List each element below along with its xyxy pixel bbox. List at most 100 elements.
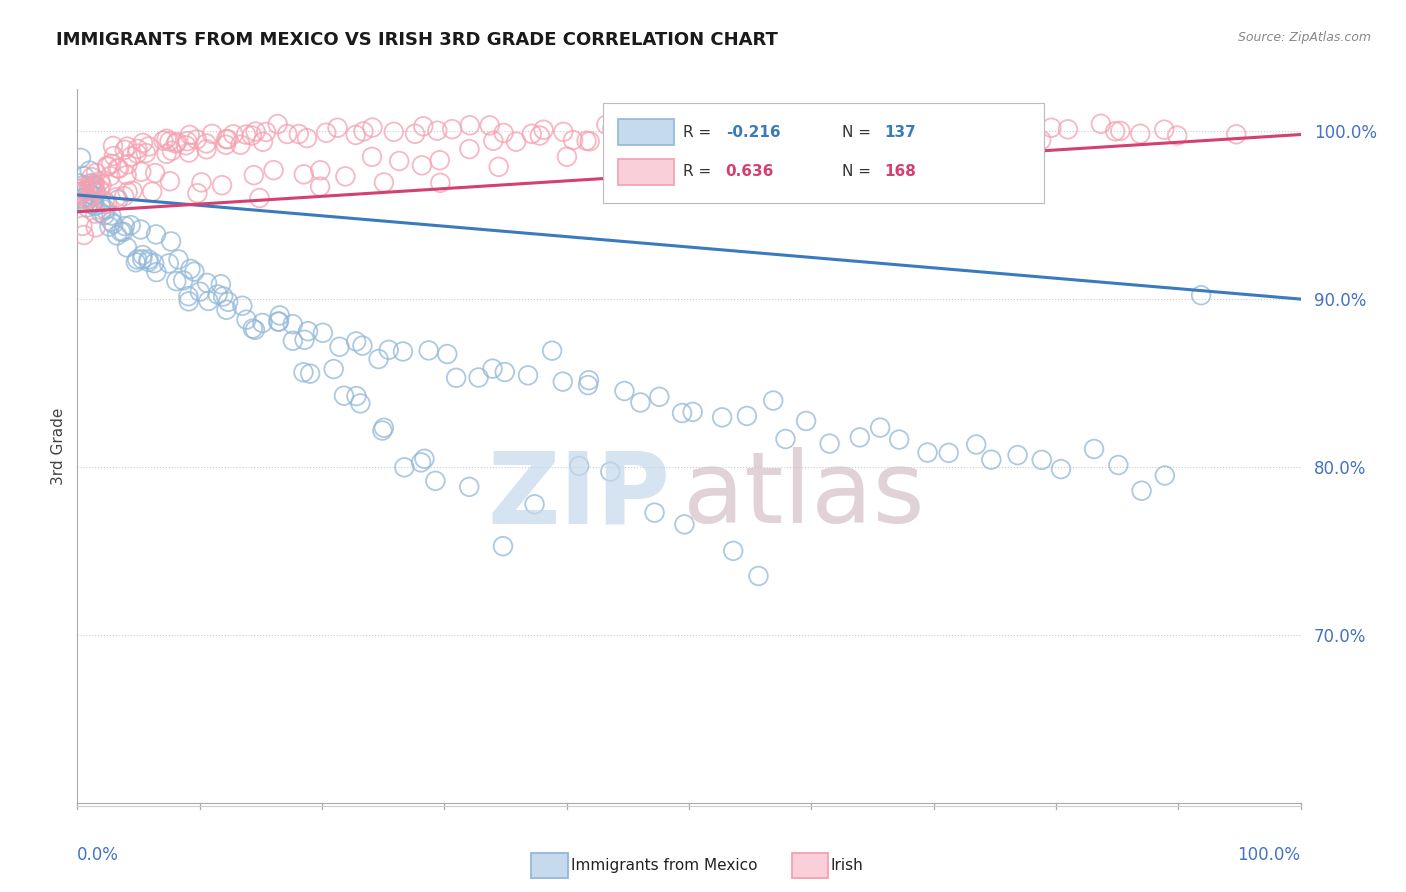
Point bbox=[281, 334, 304, 348]
Point bbox=[740, 134, 762, 148]
Point bbox=[609, 124, 631, 138]
Point bbox=[352, 338, 374, 352]
Point bbox=[436, 347, 458, 361]
Point bbox=[917, 445, 939, 459]
Point bbox=[963, 121, 986, 136]
Point bbox=[112, 189, 135, 203]
Point bbox=[392, 344, 415, 359]
Point bbox=[135, 146, 157, 161]
Text: ZIP: ZIP bbox=[488, 448, 671, 544]
Point bbox=[849, 430, 872, 444]
Point bbox=[613, 384, 636, 398]
Point bbox=[478, 119, 501, 133]
Point bbox=[252, 316, 274, 330]
Point bbox=[818, 122, 841, 136]
Point bbox=[252, 135, 274, 149]
Point bbox=[1189, 288, 1212, 302]
Point bbox=[115, 240, 138, 254]
Point bbox=[117, 157, 139, 171]
Text: -0.216: -0.216 bbox=[725, 125, 780, 139]
Point bbox=[938, 446, 960, 460]
Point bbox=[132, 136, 155, 150]
Point bbox=[652, 130, 675, 145]
Point bbox=[90, 178, 112, 193]
Point bbox=[235, 312, 257, 326]
Point bbox=[863, 142, 886, 156]
Point bbox=[127, 252, 149, 267]
FancyBboxPatch shape bbox=[619, 159, 675, 185]
Point bbox=[335, 169, 357, 184]
Point bbox=[77, 184, 100, 198]
Point bbox=[404, 127, 426, 141]
Point bbox=[295, 131, 318, 145]
Point bbox=[215, 137, 238, 152]
Point bbox=[328, 340, 350, 354]
Point bbox=[762, 393, 785, 408]
Point bbox=[76, 201, 98, 215]
Point bbox=[152, 134, 174, 148]
Point bbox=[174, 138, 197, 153]
Point bbox=[797, 144, 820, 158]
Text: N =: N = bbox=[842, 164, 876, 179]
Point bbox=[94, 202, 117, 217]
Point bbox=[555, 150, 578, 164]
Point bbox=[458, 480, 481, 494]
Text: 100.0%: 100.0% bbox=[1237, 846, 1301, 863]
Point bbox=[794, 414, 817, 428]
Point bbox=[75, 190, 97, 204]
Point bbox=[818, 436, 841, 450]
Point bbox=[177, 145, 200, 160]
Point bbox=[159, 174, 181, 188]
Point bbox=[520, 127, 543, 141]
Point bbox=[108, 161, 131, 176]
Point bbox=[889, 433, 911, 447]
Point bbox=[183, 265, 205, 279]
Point bbox=[578, 134, 600, 148]
Point bbox=[138, 252, 160, 267]
Point bbox=[266, 117, 288, 131]
Point bbox=[671, 145, 693, 159]
Point bbox=[83, 179, 105, 194]
Point bbox=[84, 166, 107, 180]
Point bbox=[84, 186, 107, 200]
Point bbox=[179, 128, 201, 142]
Point bbox=[714, 125, 737, 139]
Point bbox=[73, 180, 96, 194]
Point bbox=[120, 149, 142, 163]
Point bbox=[98, 169, 121, 183]
Point bbox=[444, 371, 467, 385]
Point bbox=[426, 124, 449, 138]
Point bbox=[209, 277, 232, 292]
Point bbox=[1107, 458, 1129, 472]
Point bbox=[980, 452, 1002, 467]
Point bbox=[983, 118, 1005, 132]
Point bbox=[131, 252, 153, 267]
Point bbox=[83, 194, 105, 209]
Point bbox=[1225, 128, 1247, 142]
Point bbox=[195, 142, 218, 156]
Point bbox=[344, 128, 367, 142]
Point bbox=[155, 146, 177, 161]
Point bbox=[411, 158, 433, 172]
Point bbox=[190, 175, 212, 189]
Point bbox=[160, 144, 183, 158]
Text: 0.0%: 0.0% bbox=[77, 846, 120, 863]
Point bbox=[541, 343, 564, 358]
Point bbox=[382, 125, 405, 139]
Point bbox=[775, 432, 797, 446]
Point bbox=[1050, 462, 1073, 476]
Point bbox=[159, 135, 181, 149]
Point bbox=[394, 460, 416, 475]
Point bbox=[267, 314, 290, 328]
Point bbox=[896, 127, 918, 141]
Point bbox=[107, 193, 129, 207]
Point bbox=[333, 389, 356, 403]
Point bbox=[575, 134, 598, 148]
Point bbox=[551, 375, 574, 389]
Point bbox=[83, 177, 105, 191]
Point bbox=[90, 197, 112, 211]
Point bbox=[103, 217, 125, 231]
Point bbox=[756, 125, 779, 139]
Point bbox=[678, 118, 700, 132]
Point bbox=[747, 569, 769, 583]
